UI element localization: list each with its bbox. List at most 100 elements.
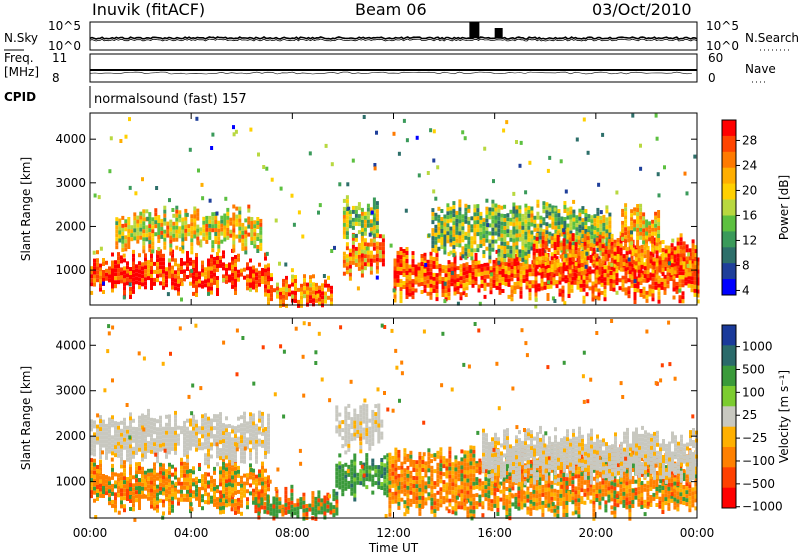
power-cell: [114, 276, 117, 281]
power-cell: [458, 199, 462, 204]
velocity-cell: [424, 469, 428, 474]
power-cell: [220, 231, 224, 236]
power-colorbar-label: 28: [742, 133, 757, 147]
power-cell: [606, 281, 610, 286]
power-cell: [479, 243, 483, 248]
power-cell: [447, 284, 451, 289]
velocity-cell: [287, 501, 291, 506]
power-cell: [381, 254, 385, 259]
velocity-cell: [90, 482, 93, 487]
power-cell: [351, 260, 355, 265]
power-cell: [640, 256, 644, 261]
power-cell: [135, 264, 138, 269]
velocity-cell: [201, 446, 204, 451]
power-speckle: [559, 159, 563, 164]
velocity-cell: [397, 493, 401, 498]
velocity-cell: [222, 489, 225, 494]
velocity-cell: [356, 472, 360, 477]
power-cell: [102, 274, 105, 278]
velocity-cell: [344, 474, 348, 479]
power-cell: [420, 282, 424, 286]
power-cell: [402, 273, 406, 277]
power-cell: [690, 260, 694, 265]
power-speckle: [97, 195, 101, 200]
power-cell: [126, 261, 129, 266]
power-cell: [524, 215, 528, 220]
power-cell: [432, 288, 436, 293]
velocity-cell: [409, 502, 413, 507]
velocity-cell: [168, 426, 171, 431]
velocity-cell: [388, 476, 392, 481]
velocity-cell: [156, 508, 159, 513]
velocity-cell: [371, 474, 375, 479]
velocity-cell: [93, 432, 96, 437]
power-speckle: [518, 163, 522, 168]
power-cell: [525, 285, 529, 290]
power-cell: [446, 207, 450, 212]
power-cell: [369, 254, 373, 259]
power-cell: [625, 247, 629, 252]
power-cell: [535, 244, 539, 249]
power-cell: [607, 253, 611, 258]
power-speckle: [661, 240, 665, 244]
power-cell: [541, 259, 545, 264]
velocity-cell: [195, 435, 198, 440]
power-cell: [130, 225, 134, 230]
power-cell: [345, 258, 349, 263]
nsky-panel-frame: [89, 21, 698, 51]
power-ytick-label: 3000: [55, 176, 86, 190]
velocity-cell: [168, 470, 171, 475]
power-cell: [459, 296, 463, 301]
velocity-cell: [207, 496, 210, 501]
velocity-cell: [388, 508, 392, 513]
velocity-cell: [255, 451, 258, 456]
velocity-cell: [99, 423, 102, 428]
velocity-cell: [249, 436, 252, 441]
power-cell: [495, 249, 499, 254]
power-cell: [467, 216, 471, 221]
velocity-cell: [234, 458, 237, 463]
power-cell: [195, 285, 198, 289]
power-cell: [294, 279, 297, 283]
velocity-cell: [403, 492, 407, 497]
power-cell: [545, 202, 549, 207]
velocity-cell: [171, 446, 174, 451]
velocity-cell: [430, 465, 434, 470]
velocity-cell: [448, 490, 452, 495]
power-cell: [435, 293, 439, 298]
power-cell: [324, 299, 327, 304]
power-cell: [154, 216, 158, 221]
power-cell: [434, 224, 438, 229]
power-cell: [568, 265, 572, 270]
power-cell: [651, 269, 655, 274]
power-cell: [642, 278, 646, 283]
velocity-cell: [237, 444, 240, 449]
power-cell: [247, 204, 251, 209]
power-cell: [585, 280, 589, 285]
power-cell: [175, 229, 179, 234]
power-cell: [480, 263, 484, 268]
power-cell: [434, 244, 438, 249]
power-cell: [163, 233, 167, 238]
power-cell: [563, 225, 567, 229]
power-cell: [123, 290, 126, 295]
velocity-cell: [409, 454, 413, 459]
power-cell: [216, 256, 219, 260]
power-cell: [222, 254, 225, 259]
power-cell: [660, 281, 664, 286]
power-cell: [396, 266, 400, 271]
velocity-cell: [240, 455, 243, 460]
power-cell: [476, 216, 480, 221]
power-cell: [470, 224, 474, 229]
power-cell: [99, 267, 102, 272]
power-cell: [534, 268, 538, 273]
power-cell: [138, 261, 141, 266]
velocity-cell: [141, 457, 144, 462]
velocity-cell: [192, 470, 195, 475]
velocity-cell: [338, 485, 342, 490]
velocity-cell: [412, 468, 416, 472]
velocity-cell: [141, 437, 144, 442]
power-cell: [562, 266, 566, 271]
velocity-cell: [406, 453, 410, 458]
velocity-cell: [412, 464, 416, 468]
